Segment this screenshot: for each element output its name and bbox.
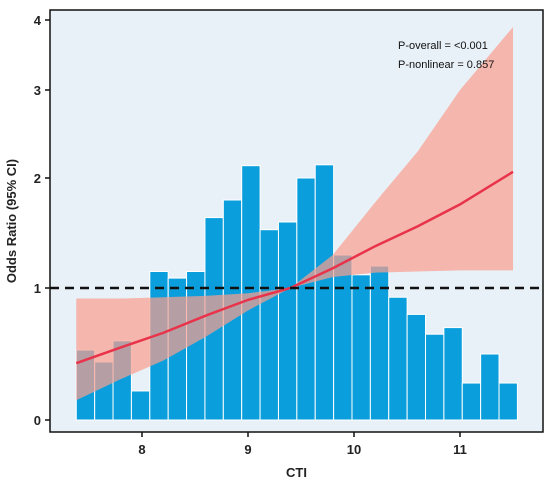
- x-axis-title: CTI: [286, 465, 307, 480]
- histogram-bar: [480, 353, 500, 421]
- y-tick-label: 4: [34, 13, 42, 28]
- histogram-bar: [259, 229, 279, 421]
- x-tick-label: 9: [244, 442, 251, 457]
- y-tick-label: 3: [34, 83, 41, 98]
- x-axis-ticks: 8 9 10 11: [138, 432, 467, 457]
- histogram-bar: [425, 333, 445, 421]
- histogram-bar: [314, 164, 335, 421]
- histogram-bar: [333, 254, 353, 421]
- x-tick-label: 11: [453, 442, 467, 457]
- histogram-bar: [406, 313, 427, 421]
- histogram-bar: [388, 296, 408, 421]
- y-tick-label: 0: [34, 413, 41, 428]
- histogram-bar: [443, 327, 463, 421]
- histogram-bar: [277, 221, 298, 421]
- confidence-band: [76, 27, 513, 401]
- y-tick-label: 2: [34, 171, 41, 186]
- histogram-bar: [461, 382, 482, 421]
- p-overall-annotation: P-overall = <0.001: [398, 40, 488, 52]
- histogram-bar: [296, 177, 316, 421]
- histogram-bar: [130, 390, 151, 421]
- histogram-bar: [498, 382, 518, 421]
- p-nonlinear-annotation: P-nonlinear = 0.857: [398, 59, 494, 71]
- plot-frame: [49, 9, 544, 433]
- y-axis-title: Odds Ratio (95% CI): [4, 159, 19, 283]
- y-axis-ticks: 0 1 2 3 4: [34, 13, 50, 428]
- x-tick-label: 10: [347, 442, 361, 457]
- y-tick-label: 1: [34, 281, 41, 296]
- histogram-bar: [351, 274, 371, 421]
- x-tick-label: 8: [138, 442, 145, 457]
